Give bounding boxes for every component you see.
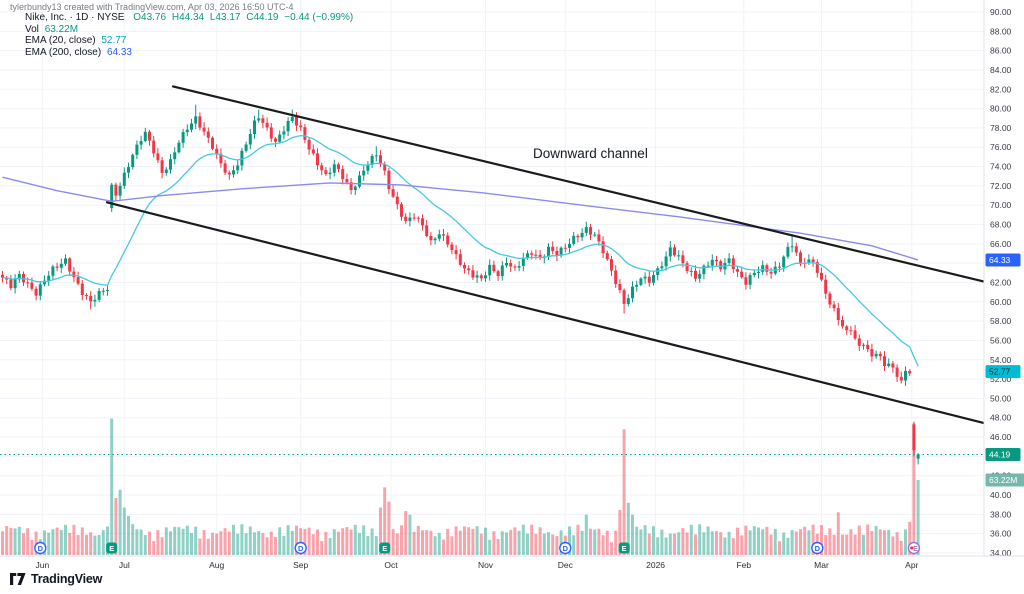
svg-text:D: D [815, 544, 821, 553]
svg-text:66.00: 66.00 [990, 239, 1012, 249]
tradingview-logo[interactable]: TradingView [10, 572, 102, 586]
channel-lines[interactable] [105, 85, 986, 425]
svg-text:72.00: 72.00 [990, 181, 1012, 191]
ohlc-low: L43.17 [209, 12, 241, 23]
svg-text:62.00: 62.00 [990, 277, 1012, 287]
ema20-value: 52.77 [101, 35, 127, 46]
ohlc-high: H44.34 [171, 12, 205, 23]
tradingview-logo-text: TradingView [31, 572, 103, 586]
svg-text:E: E [622, 544, 627, 553]
svg-text:36.00: 36.00 [990, 529, 1012, 539]
svg-text:90.00: 90.00 [990, 7, 1012, 17]
svg-text:68.00: 68.00 [990, 220, 1012, 230]
svg-text:34.00: 34.00 [990, 548, 1012, 558]
ema200-price-badge: 64.33 [985, 253, 1021, 267]
svg-text:Oct: Oct [384, 560, 398, 570]
svg-text:88.00: 88.00 [990, 26, 1012, 36]
svg-text:2026: 2026 [646, 560, 665, 570]
svg-text:80.00: 80.00 [990, 104, 1012, 114]
grid-layer [0, 0, 984, 556]
legend-ema200-row[interactable]: EMA (200, close) 64.33 [25, 47, 356, 59]
svg-text:Sep: Sep [293, 560, 308, 570]
change-value: −0.44 (−0.99%) [284, 12, 354, 23]
svg-text:38.00: 38.00 [990, 509, 1012, 519]
svg-text:Apr: Apr [905, 560, 918, 570]
svg-text:86.00: 86.00 [990, 46, 1012, 56]
svg-text:63.22M: 63.22M [989, 475, 1017, 485]
svg-text:Nov: Nov [478, 560, 494, 570]
svg-text:D: D [298, 544, 304, 553]
price-axis[interactable]: 90.00 88.00 86.00 84.00 82.00 80.00 78.00 76.00… [983, 0, 1024, 594]
ema20-label: EMA (20, close) [25, 35, 96, 46]
svg-text:Feb: Feb [736, 560, 751, 570]
svg-text:52.00: 52.00 [990, 374, 1012, 384]
ohlc-open: O43.76 [133, 12, 167, 23]
svg-text:52.77: 52.77 [989, 367, 1011, 377]
volume-label: Vol [25, 23, 39, 35]
svg-text:50.00: 50.00 [990, 393, 1012, 403]
svg-text:Jul: Jul [119, 560, 130, 570]
svg-text:82.00: 82.00 [990, 84, 1012, 94]
svg-text:E: E [109, 544, 114, 553]
watermark-text: tylerbundy13 created with TradingView.co… [10, 2, 294, 12]
ema200-value: 64.33 [106, 46, 132, 58]
svg-text:78.00: 78.00 [990, 123, 1012, 133]
svg-text:44.19: 44.19 [989, 450, 1011, 460]
volume-bars [1, 418, 920, 555]
time-axis[interactable]: Jun Jul Aug Sep Oct Nov Dec 2026 Feb Mar Apr [0, 555, 1024, 594]
ema20-price-badge: 52.77 [985, 365, 1021, 379]
svg-text:54.00: 54.00 [990, 355, 1012, 365]
svg-text:70.00: 70.00 [990, 200, 1012, 210]
svg-text:60.00: 60.00 [990, 297, 1012, 307]
tradingview-logo-icon [10, 573, 26, 585]
legend-ema20-row[interactable]: EMA (20, close) 52.77 [25, 35, 356, 47]
legend-symbol-row[interactable]: Nike, Inc. · 1D · NYSE O43.76 H44.34 L43… [25, 12, 356, 24]
ohlc-close: C44.19 [246, 12, 279, 23]
ema200-label: EMA (200, close) [25, 46, 102, 58]
svg-text:40.00: 40.00 [990, 490, 1012, 500]
svg-text:58.00: 58.00 [990, 316, 1012, 326]
svg-text:56.00: 56.00 [990, 335, 1012, 345]
svg-text:E: E [382, 544, 387, 553]
svg-text:E: E [913, 546, 918, 553]
downward-channel-annotation[interactable]: Downward channel [533, 146, 648, 161]
chart-legend: Nike, Inc. · 1D · NYSE O43.76 H44.34 L43… [25, 12, 356, 58]
last-price-badge: 44.19 [985, 448, 1021, 462]
svg-text:84.00: 84.00 [990, 65, 1012, 75]
svg-text:Dec: Dec [558, 560, 574, 570]
svg-text:64.33: 64.33 [989, 255, 1011, 265]
svg-text:48.00: 48.00 [990, 413, 1012, 423]
svg-text:Mar: Mar [814, 560, 829, 570]
svg-text:46.00: 46.00 [990, 432, 1012, 442]
volume-value: 63.22M [44, 23, 79, 35]
event-markers[interactable]: D D D DE E E E [34, 541, 921, 555]
svg-text:D: D [38, 544, 44, 553]
volume-value-badge: 63.22M [985, 473, 1024, 487]
svg-text:74.00: 74.00 [990, 162, 1012, 172]
svg-text:D: D [563, 544, 569, 553]
ema20-line [2, 134, 919, 367]
symbol-title: Nike, Inc. · 1D · NYSE [25, 12, 125, 23]
ema200-line [2, 176, 919, 261]
svg-text:76.00: 76.00 [990, 142, 1012, 152]
svg-text:Aug: Aug [209, 560, 224, 570]
candles [1, 104, 920, 465]
legend-volume-row[interactable]: Vol 63.22M [25, 24, 356, 36]
svg-text:Jun: Jun [36, 560, 50, 570]
